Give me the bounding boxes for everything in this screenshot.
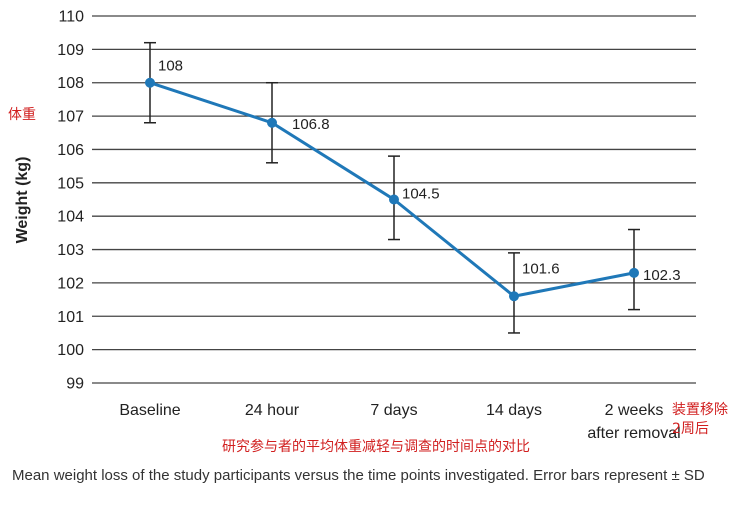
y-tick-label: 107 bbox=[57, 109, 84, 126]
x-category-label: 7 days bbox=[370, 402, 417, 419]
y-tick-label: 104 bbox=[57, 209, 84, 226]
data-point bbox=[267, 117, 277, 128]
removal-annotation-cn-line2: 2周后 bbox=[672, 421, 709, 437]
y-tick-labels: 99 100 101 102 103 104 105 106 107 108 109 110 bbox=[57, 9, 84, 393]
x-category-label: 14 days bbox=[486, 402, 542, 419]
data-label: 108 bbox=[158, 58, 183, 75]
x-category-label: 24 hour bbox=[245, 402, 300, 419]
y-tick-label: 106 bbox=[57, 142, 84, 159]
y-tick-label: 99 bbox=[66, 376, 84, 393]
x-category-labels: Baseline 24 hour 7 days 14 days 2 weeks after… bbox=[119, 402, 680, 442]
weight-line-chart: 99 100 101 102 103 104 105 106 107 108 109 110 Weig… bbox=[14, 9, 696, 442]
data-point bbox=[629, 267, 639, 278]
data-label: 102.3 bbox=[643, 267, 681, 284]
figure-caption: Mean weight loss of the study participan… bbox=[12, 467, 705, 484]
data-points bbox=[145, 77, 639, 302]
y-tick-label: 105 bbox=[57, 175, 84, 192]
x-category-label: Baseline bbox=[119, 402, 180, 419]
y-tick-label: 102 bbox=[57, 275, 84, 292]
series-line-path bbox=[149, 81, 635, 298]
y-tick-label: 110 bbox=[58, 9, 84, 26]
y-tick-label: 103 bbox=[57, 242, 84, 259]
y-tick-label: 101 bbox=[57, 309, 84, 326]
series-line bbox=[149, 81, 635, 298]
weight-annotation-cn: 体重 bbox=[8, 107, 36, 123]
data-point bbox=[509, 291, 519, 302]
y-axis-title: Weight (kg) bbox=[14, 157, 31, 244]
data-label: 106.8 bbox=[292, 116, 330, 133]
y-tick-label: 100 bbox=[57, 342, 84, 359]
data-point bbox=[389, 194, 399, 205]
x-category-label: 2 weeks bbox=[605, 402, 664, 419]
x-category-label: after removal bbox=[587, 425, 680, 442]
data-labels: 108 106.8 104.5 101.6 102.3 bbox=[158, 58, 681, 284]
data-point bbox=[145, 77, 155, 88]
data-label: 104.5 bbox=[402, 186, 440, 203]
y-tick-label: 108 bbox=[57, 75, 84, 92]
removal-annotation-cn-line1: 装置移除 bbox=[672, 402, 728, 418]
y-tick-label: 109 bbox=[57, 42, 84, 59]
chart-title-cn: 研究参与者的平均体重减轻与调查的时间点的对比 bbox=[222, 439, 530, 455]
data-label: 101.6 bbox=[522, 260, 560, 277]
error-bars bbox=[144, 41, 640, 334]
